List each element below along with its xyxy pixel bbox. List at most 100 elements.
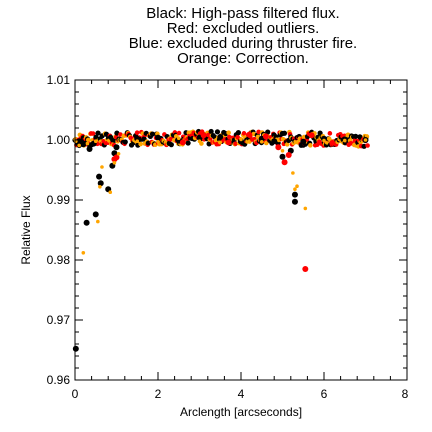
band-point — [118, 132, 123, 137]
data-point-red — [308, 132, 315, 139]
data-point-orange — [156, 140, 160, 144]
data-point-red — [275, 144, 282, 151]
data-point-orange — [295, 184, 299, 188]
band-point — [327, 131, 333, 136]
band-point — [90, 131, 96, 136]
data-point-black — [72, 345, 79, 352]
data-point-black — [83, 219, 90, 226]
data-point-black — [97, 180, 104, 187]
data-point-black — [80, 141, 87, 148]
data-point-red — [200, 132, 207, 139]
title-line-4: Orange: Correction. — [177, 50, 309, 67]
y-tick-labels: 0.96 0.97 0.98 0.99 1.00 1.01 — [47, 73, 71, 387]
band-point — [206, 132, 211, 138]
data-point-orange — [100, 165, 104, 169]
band-point — [256, 129, 261, 135]
title-line-1: Black: High-pass filtered flux. — [146, 5, 339, 22]
band-point — [353, 133, 359, 139]
axis-ticks — [74, 79, 408, 381]
data-point-orange — [218, 140, 223, 145]
data-point-black — [86, 146, 93, 152]
data-point-red — [113, 154, 120, 161]
data-point-red — [329, 140, 336, 146]
data-point-orange — [112, 161, 117, 165]
band-point — [308, 143, 313, 148]
data-point-black — [291, 198, 298, 205]
y-axis-label: Relative Flux — [19, 195, 33, 264]
y-tick-label: 0.99 — [47, 193, 71, 207]
data-point-black — [279, 153, 286, 160]
data-point-orange — [322, 138, 326, 143]
band-point — [208, 128, 214, 135]
data-point-black — [96, 173, 103, 180]
data-point-red — [246, 131, 253, 138]
data-point-orange — [291, 171, 295, 175]
data-point-orange — [342, 138, 347, 143]
data-point-orange — [197, 139, 202, 143]
band-point — [284, 142, 290, 147]
chart-title: Black: High-pass filtered flux. Red: exc… — [129, 5, 357, 67]
data-point-red — [179, 139, 186, 146]
title-line-3: Blue: excluded during thruster fire. — [129, 35, 357, 52]
data-point-orange — [96, 219, 100, 224]
band-point — [138, 141, 143, 147]
data-points — [72, 131, 369, 352]
band-point — [185, 140, 191, 146]
band-point — [241, 131, 247, 136]
data-point-black — [113, 144, 120, 151]
x-tick-label: 8 — [402, 387, 409, 401]
data-point-orange — [93, 139, 98, 143]
y-tick-label: 0.96 — [47, 373, 71, 387]
band-point — [176, 130, 182, 136]
data-point-orange — [81, 251, 86, 255]
y-tick-label: 1.00 — [47, 133, 71, 147]
x-tick-labels: 0 2 4 6 8 — [72, 387, 409, 401]
data-point-red — [281, 159, 288, 166]
title-line-2: Red: excluded outliers. — [167, 20, 320, 37]
x-tick-label: 4 — [238, 387, 245, 401]
data-point-orange — [98, 185, 102, 189]
band-point — [134, 130, 140, 135]
data-point-orange — [293, 187, 297, 191]
data-point-red — [225, 139, 232, 146]
data-point-orange — [116, 152, 121, 156]
band-point — [235, 130, 241, 136]
band-point — [265, 129, 271, 135]
plot-frame — [74, 79, 408, 381]
band-point — [281, 130, 288, 136]
band-point — [95, 130, 101, 136]
band-point — [226, 130, 231, 135]
data-point-orange — [108, 190, 113, 194]
data-point-black — [92, 211, 99, 218]
data-point-black — [300, 138, 307, 145]
band-point — [85, 137, 91, 143]
band-point — [149, 131, 156, 137]
data-point-orange — [176, 136, 181, 140]
data-point-orange — [280, 149, 285, 153]
data-point-red — [285, 152, 292, 158]
data-point-orange — [135, 139, 140, 143]
data-point-black — [217, 134, 224, 140]
x-tick-label: 6 — [321, 387, 328, 401]
data-point-black — [155, 134, 161, 141]
band-point — [365, 143, 370, 148]
data-point-orange — [363, 138, 368, 142]
data-point-black — [271, 138, 278, 145]
x-tick-label: 0 — [72, 387, 79, 401]
data-point-orange — [239, 137, 243, 142]
x-tick-label: 2 — [155, 387, 162, 401]
y-tick-label: 0.98 — [47, 253, 71, 267]
y-tick-label: 1.01 — [47, 73, 71, 87]
data-point-red — [262, 133, 269, 140]
data-point-orange — [85, 141, 90, 146]
band-point — [214, 129, 221, 135]
data-point-black — [291, 191, 298, 198]
band-point — [122, 139, 128, 145]
band-point — [233, 141, 238, 147]
data-point-red — [302, 266, 309, 272]
data-point-orange — [77, 143, 81, 148]
band-point — [168, 142, 174, 148]
data-point-orange — [259, 140, 264, 144]
y-tick-label: 0.97 — [47, 313, 71, 327]
